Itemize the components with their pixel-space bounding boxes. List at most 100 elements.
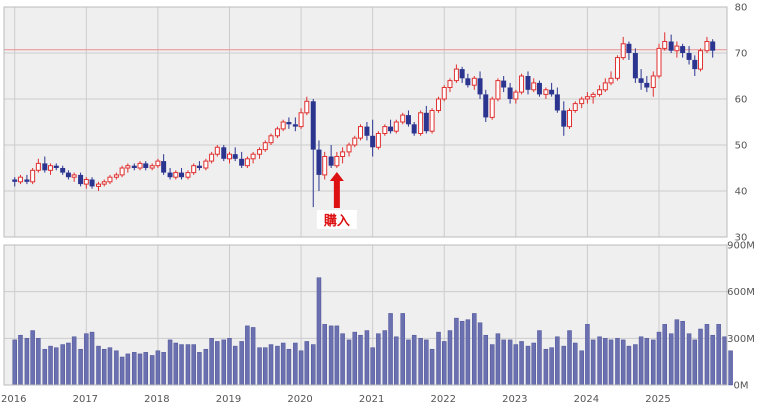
candle-body-down xyxy=(459,69,465,79)
candle-body-up xyxy=(17,176,23,183)
volume-bar xyxy=(48,345,53,386)
candle-body-up xyxy=(262,142,268,151)
volume-bar xyxy=(12,339,17,386)
candle-body-up xyxy=(375,133,381,148)
x-tick-label: 2022 xyxy=(431,394,456,405)
price-y-tick-label: 40 xyxy=(735,187,748,198)
volume-bar xyxy=(340,333,345,386)
volume-bar xyxy=(626,345,632,386)
candle-body-down xyxy=(465,78,471,86)
candle-body-up xyxy=(614,57,620,79)
volume-bar xyxy=(400,313,405,386)
volume-bar xyxy=(418,338,423,386)
candle-body-down xyxy=(221,147,227,159)
candle-body-up xyxy=(125,165,131,169)
candle-body-up xyxy=(107,176,113,183)
volume-bar xyxy=(114,350,119,386)
candle-body-up xyxy=(597,89,603,95)
volume-bar xyxy=(161,352,166,386)
candle-body-down xyxy=(388,126,394,132)
volume-bar xyxy=(78,348,83,386)
candle-body-up xyxy=(280,121,286,130)
candle-body-down xyxy=(12,179,18,182)
candle-body-up xyxy=(30,169,36,183)
volume-bar xyxy=(322,324,327,386)
volume-bar xyxy=(674,319,680,386)
volume-bar xyxy=(572,342,578,386)
candle-body-up xyxy=(334,156,340,167)
candle-body-up xyxy=(173,172,179,178)
candle-body-up xyxy=(400,114,406,123)
volume-bar xyxy=(245,325,250,386)
volume-bar xyxy=(221,339,227,386)
volume-bar xyxy=(203,348,209,386)
candle-body-down xyxy=(644,82,650,88)
candle-body-up xyxy=(119,167,125,176)
volume-y-tick-label: 300M xyxy=(727,334,755,345)
volume-bar xyxy=(370,347,375,386)
candle-body-down xyxy=(131,165,137,168)
volume-bar xyxy=(608,339,614,386)
volume-bar xyxy=(615,338,620,386)
volume-y-tick-label: 600M xyxy=(727,287,755,298)
price-y-tick-label: 50 xyxy=(735,141,748,152)
candle-body-down xyxy=(668,41,674,51)
volume-bar xyxy=(454,317,459,386)
volume-bar xyxy=(519,341,524,386)
volume-bar xyxy=(54,347,59,386)
candle-body-up xyxy=(346,144,352,153)
candle-body-down xyxy=(292,124,298,127)
volume-bar xyxy=(561,345,567,386)
candle-body-up xyxy=(447,80,453,88)
candle-body-down xyxy=(405,115,411,125)
x-tick-label: 2021 xyxy=(359,394,384,405)
candle-body-up xyxy=(698,50,704,70)
candle-body-down xyxy=(53,165,59,168)
x-tick-label: 2017 xyxy=(73,394,98,405)
candle-body-up xyxy=(257,149,263,155)
volume-bar xyxy=(30,330,35,386)
candle-body-up xyxy=(185,172,191,178)
price-y-tick-label: 80 xyxy=(735,3,748,14)
volume-bar xyxy=(651,339,656,386)
candle-body-up xyxy=(656,47,662,77)
candle-body-down xyxy=(328,156,334,166)
volume-bar xyxy=(555,336,560,386)
candlestick-series xyxy=(12,32,716,208)
volume-bar xyxy=(716,324,721,386)
volume-bar xyxy=(638,336,644,386)
candle-body-up xyxy=(436,98,442,111)
candle-body-down xyxy=(638,78,644,83)
candle-body-down xyxy=(60,168,66,173)
candle-body-down xyxy=(196,165,202,168)
candle-body-up xyxy=(214,146,220,155)
price-y-tick-label: 30 xyxy=(735,233,748,244)
candle-body-up xyxy=(149,165,155,169)
candle-body-down xyxy=(24,179,30,182)
annotation-label-bg xyxy=(316,210,357,229)
candle-body-down xyxy=(316,149,322,175)
candle-body-down xyxy=(310,101,316,150)
volume-bar xyxy=(620,339,626,386)
volume-bar xyxy=(483,334,489,386)
price-y-tick-label: 70 xyxy=(735,49,748,60)
volume-bar xyxy=(96,345,101,386)
volume-bar xyxy=(328,325,334,386)
volume-bar xyxy=(644,338,650,386)
volume-bar xyxy=(173,342,179,386)
volume-bar xyxy=(143,352,148,386)
candle-body-down xyxy=(686,53,692,60)
volume-bar xyxy=(167,339,173,386)
volume-bar xyxy=(84,333,89,386)
volume-bar xyxy=(590,339,596,386)
volume-bar xyxy=(531,342,536,386)
volume-bar xyxy=(137,353,143,386)
candle-body-down xyxy=(286,122,292,125)
volume-bar xyxy=(441,341,447,386)
candle-body-down xyxy=(65,172,71,178)
candle-body-up xyxy=(298,112,304,128)
candle-body-up xyxy=(418,112,424,135)
candle-body-up xyxy=(101,181,107,185)
volume-bar xyxy=(227,338,232,386)
candle-body-up xyxy=(155,160,161,167)
